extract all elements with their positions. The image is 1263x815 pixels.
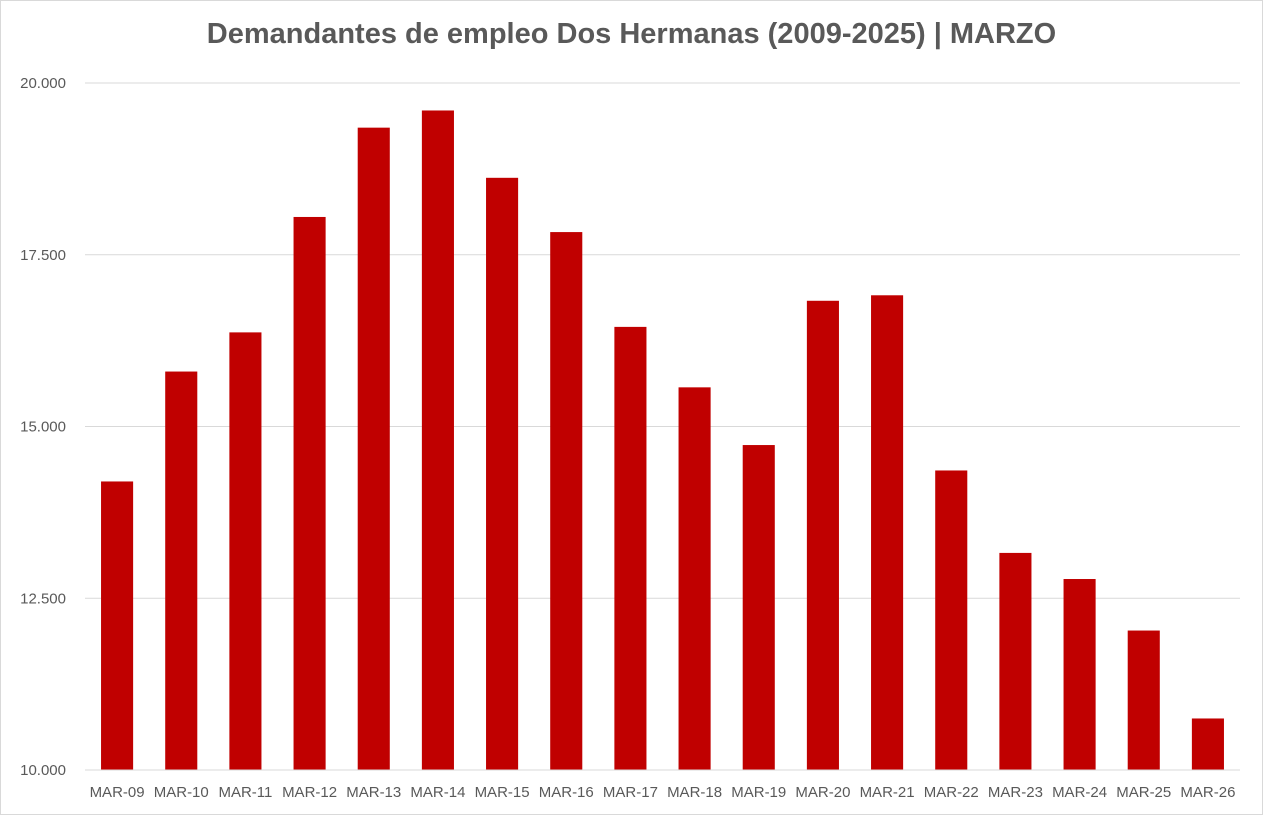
- bar-mar-17: [614, 326, 647, 770]
- x-tick-label: MAR-26: [1180, 784, 1235, 801]
- bars: [101, 110, 1224, 771]
- x-tick-label: MAR-19: [731, 784, 786, 801]
- bar-mar-26: [1191, 718, 1224, 770]
- bar-mar-24: [1063, 579, 1096, 770]
- bar-mar-09: [101, 481, 134, 770]
- gridlines: [85, 82, 1240, 599]
- x-tick-label: MAR-14: [410, 784, 465, 801]
- bar-mar-20: [806, 300, 839, 770]
- bar-mar-21: [871, 295, 904, 770]
- x-tick-label: MAR-25: [1116, 784, 1171, 801]
- x-tick-label: MAR-22: [924, 784, 979, 801]
- bar-mar-18: [678, 387, 711, 770]
- x-tick-label: MAR-09: [90, 784, 145, 801]
- y-tick-label: 12.500: [20, 590, 66, 607]
- bar-mar-13: [357, 127, 390, 770]
- x-tick-label: MAR-23: [988, 784, 1043, 801]
- x-tick-label: MAR-13: [346, 784, 401, 801]
- bar-mar-14: [421, 110, 454, 771]
- x-tick-label: MAR-20: [795, 784, 850, 801]
- y-axis-ticks: 10.000 12.500 15.000 17.500 20.000: [20, 75, 66, 779]
- bar-mar-15: [486, 177, 519, 770]
- bar-mar-11: [229, 332, 262, 770]
- x-tick-label: MAR-11: [218, 784, 272, 801]
- chart-title: Demandantes de empleo Dos Hermanas (2009…: [206, 18, 1057, 50]
- y-tick-label: 20.000: [20, 75, 66, 92]
- x-tick-label: MAR-18: [667, 784, 722, 801]
- x-tick-label: MAR-16: [539, 784, 594, 801]
- x-tick-label: MAR-24: [1052, 784, 1107, 801]
- bar-mar-25: [1127, 630, 1160, 770]
- x-tick-label: MAR-21: [860, 784, 915, 801]
- bar-mar-10: [165, 371, 198, 770]
- x-tick-label: MAR-15: [475, 784, 530, 801]
- bar-mar-23: [999, 552, 1032, 770]
- bar-mar-16: [550, 232, 583, 771]
- x-tick-label: MAR-17: [603, 784, 658, 801]
- y-tick-label: 15.000: [20, 419, 66, 436]
- x-tick-label: MAR-12: [282, 784, 337, 801]
- x-axis-ticks: MAR-09 MAR-10 MAR-11 MAR-12 MAR-13 MAR-14 MAR-…: [90, 784, 1236, 801]
- x-tick-label: MAR-10: [154, 784, 209, 801]
- bar-mar-12: [293, 216, 326, 771]
- y-tick-label: 17.500: [20, 247, 66, 264]
- y-tick-label: 10.000: [20, 762, 66, 779]
- bar-mar-19: [742, 445, 775, 770]
- bar-mar-22: [935, 470, 968, 770]
